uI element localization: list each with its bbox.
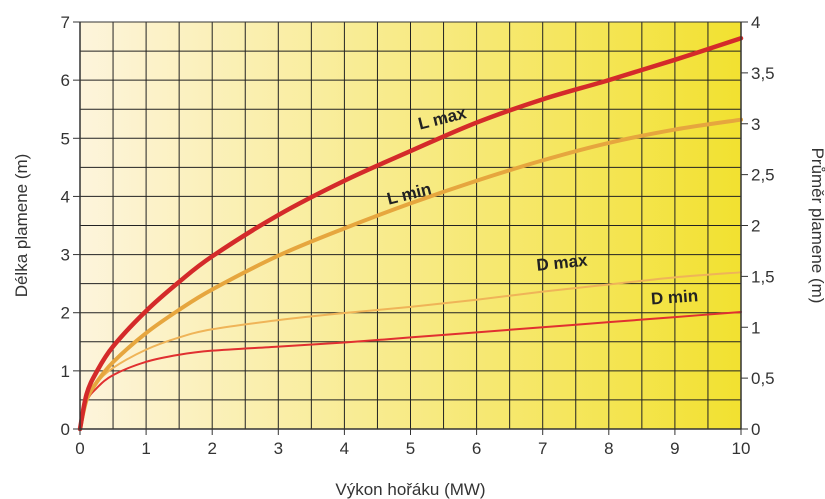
y-right-tick-label: 0 [751,420,760,439]
y-right-tick-label: 2,5 [751,166,775,185]
curve-label-d-min: D min [650,286,698,308]
y-right-tick-label: 1 [751,318,760,337]
y-left-tick-label: 5 [61,129,70,148]
y-left-tick-label: 2 [61,304,70,323]
y-left-tick-label: 6 [61,71,70,90]
x-tick-label: 10 [732,439,751,458]
y-right-tick-label: 2 [751,217,760,236]
series-line-l-max [77,36,744,432]
x-axis-title: Výkon hořáku (MW) [335,480,485,499]
y-right-tick-label: 4 [751,13,760,32]
y-right-tick-label: 0,5 [751,369,775,388]
x-tick-label: 2 [207,439,216,458]
x-tick-label: 9 [670,439,679,458]
x-tick-label: 6 [472,439,481,458]
y-left-tick-label: 1 [61,362,70,381]
y-left-axis-title: Délka plamene (m) [12,154,31,298]
series-line-l-min [78,117,743,431]
y-left-tick-label: 7 [61,13,70,32]
y-left-tick-label: 0 [61,420,70,439]
x-tick-label: 7 [538,439,547,458]
series-layer [77,36,744,432]
y-right-tick-label: 3,5 [751,64,775,83]
series-line-d-min [79,310,742,430]
y-right-tick-label: 1,5 [751,267,775,286]
y-right-axis-title: Průměr plamene (m) [808,148,825,304]
y-right-tick-label: 3 [751,115,760,134]
x-tick-label: 1 [141,439,150,458]
x-tick-label: 4 [340,439,349,458]
x-tick-label: 3 [274,439,283,458]
x-tick-label: 8 [604,439,613,458]
x-tick-label: 5 [406,439,415,458]
grid [79,21,742,430]
y-left-tick-label: 3 [61,246,70,265]
y-left-tick-label: 4 [61,187,70,206]
x-tick-label: 0 [75,439,84,458]
